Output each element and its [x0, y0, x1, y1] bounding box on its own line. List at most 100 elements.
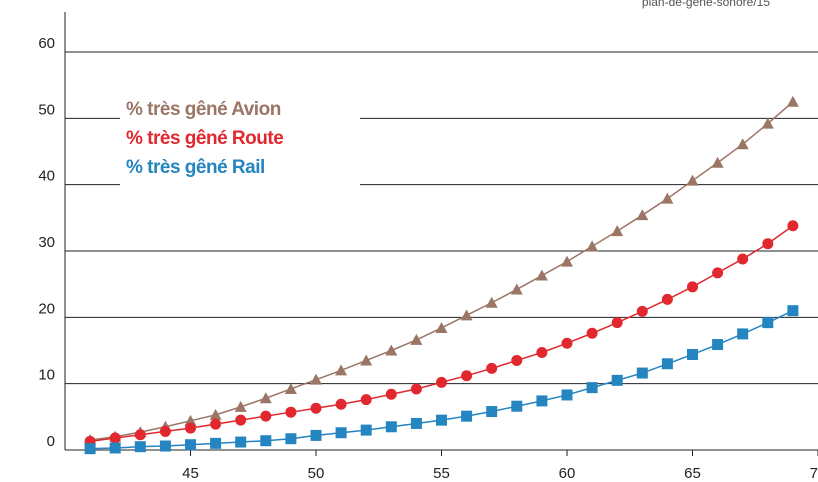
- marker: [260, 435, 272, 447]
- marker: [486, 362, 498, 374]
- marker: [284, 382, 297, 394]
- marker: [410, 383, 422, 395]
- legend-entry: % très gêné Rail: [126, 157, 265, 178]
- marker: [787, 305, 799, 317]
- legend-box: [120, 92, 360, 192]
- x-tick-label: 55: [433, 465, 450, 482]
- marker: [134, 441, 146, 453]
- marker: [636, 209, 649, 221]
- x-tick-label: 60: [559, 465, 576, 482]
- marker: [385, 421, 397, 433]
- marker: [210, 418, 222, 430]
- marker: [611, 317, 623, 329]
- marker: [235, 414, 247, 426]
- marker: [209, 408, 222, 420]
- marker: [360, 354, 373, 366]
- marker: [661, 358, 673, 370]
- source-note: plan-de-gene-sonore/15: [642, 0, 770, 9]
- marker: [586, 382, 598, 394]
- marker: [712, 339, 724, 351]
- marker: [762, 238, 774, 250]
- marker: [786, 95, 799, 107]
- marker: [210, 437, 222, 449]
- marker: [687, 348, 698, 360]
- marker: [310, 373, 322, 385]
- marker: [661, 192, 674, 204]
- x-tick-label: 45: [182, 465, 199, 482]
- y-tick-label: 50: [38, 101, 55, 118]
- marker: [234, 400, 247, 412]
- marker: [109, 442, 121, 454]
- y-tick-label: 30: [38, 234, 55, 251]
- y-tick-label: 10: [38, 367, 55, 384]
- marker: [687, 281, 698, 293]
- marker: [711, 156, 724, 168]
- x-tick-label: 65: [684, 465, 701, 482]
- marker: [310, 402, 322, 414]
- marker: [460, 309, 473, 321]
- marker: [586, 327, 598, 339]
- marker: [259, 392, 272, 404]
- marker: [410, 417, 422, 429]
- marker: [435, 321, 448, 333]
- marker: [636, 367, 648, 379]
- marker: [561, 255, 573, 267]
- marker: [611, 225, 624, 237]
- marker: [310, 429, 322, 441]
- marker: [486, 406, 498, 418]
- marker: [360, 394, 372, 406]
- marker: [586, 240, 599, 252]
- y-tick-label: 40: [38, 168, 55, 185]
- marker: [385, 344, 398, 356]
- marker: [335, 427, 347, 439]
- marker: [109, 432, 121, 444]
- legend-entry: % très gêné Route: [126, 128, 283, 149]
- marker: [84, 443, 96, 455]
- marker: [561, 389, 573, 401]
- series-line: [90, 225, 794, 443]
- marker: [485, 296, 498, 308]
- marker: [185, 422, 196, 434]
- marker: [712, 267, 724, 279]
- marker: [761, 117, 774, 129]
- marker: [335, 364, 348, 376]
- marker: [686, 174, 699, 186]
- marker: [335, 398, 347, 410]
- marker: [436, 376, 447, 388]
- marker: [360, 424, 372, 436]
- marker: [235, 436, 247, 448]
- y-tick-label: 0: [47, 433, 55, 450]
- marker: [134, 429, 146, 441]
- marker: [285, 406, 297, 418]
- marker: [611, 374, 623, 386]
- marker: [536, 346, 548, 358]
- marker: [737, 328, 749, 340]
- marker: [661, 293, 673, 305]
- marker: [185, 439, 196, 451]
- marker: [536, 395, 548, 407]
- x-tick-label: 50: [308, 465, 325, 482]
- marker: [385, 388, 397, 400]
- marker: [461, 370, 473, 382]
- y-tick-label: 60: [38, 35, 55, 52]
- marker: [737, 253, 749, 265]
- marker: [410, 333, 423, 345]
- marker: [285, 433, 297, 445]
- marker: [461, 410, 473, 422]
- marker: [260, 410, 272, 422]
- marker: [561, 337, 573, 349]
- marker: [762, 317, 774, 329]
- marker: [511, 400, 523, 412]
- marker: [510, 283, 523, 295]
- legend-entry: % très gêné Avion: [126, 99, 281, 120]
- x-tick-label: 70: [810, 465, 818, 482]
- marker: [535, 269, 548, 281]
- marker: [159, 440, 171, 452]
- marker: [159, 425, 171, 437]
- marker: [436, 414, 447, 426]
- marker: [636, 305, 648, 317]
- marker: [511, 354, 523, 366]
- marker: [787, 220, 799, 232]
- marker: [184, 414, 197, 426]
